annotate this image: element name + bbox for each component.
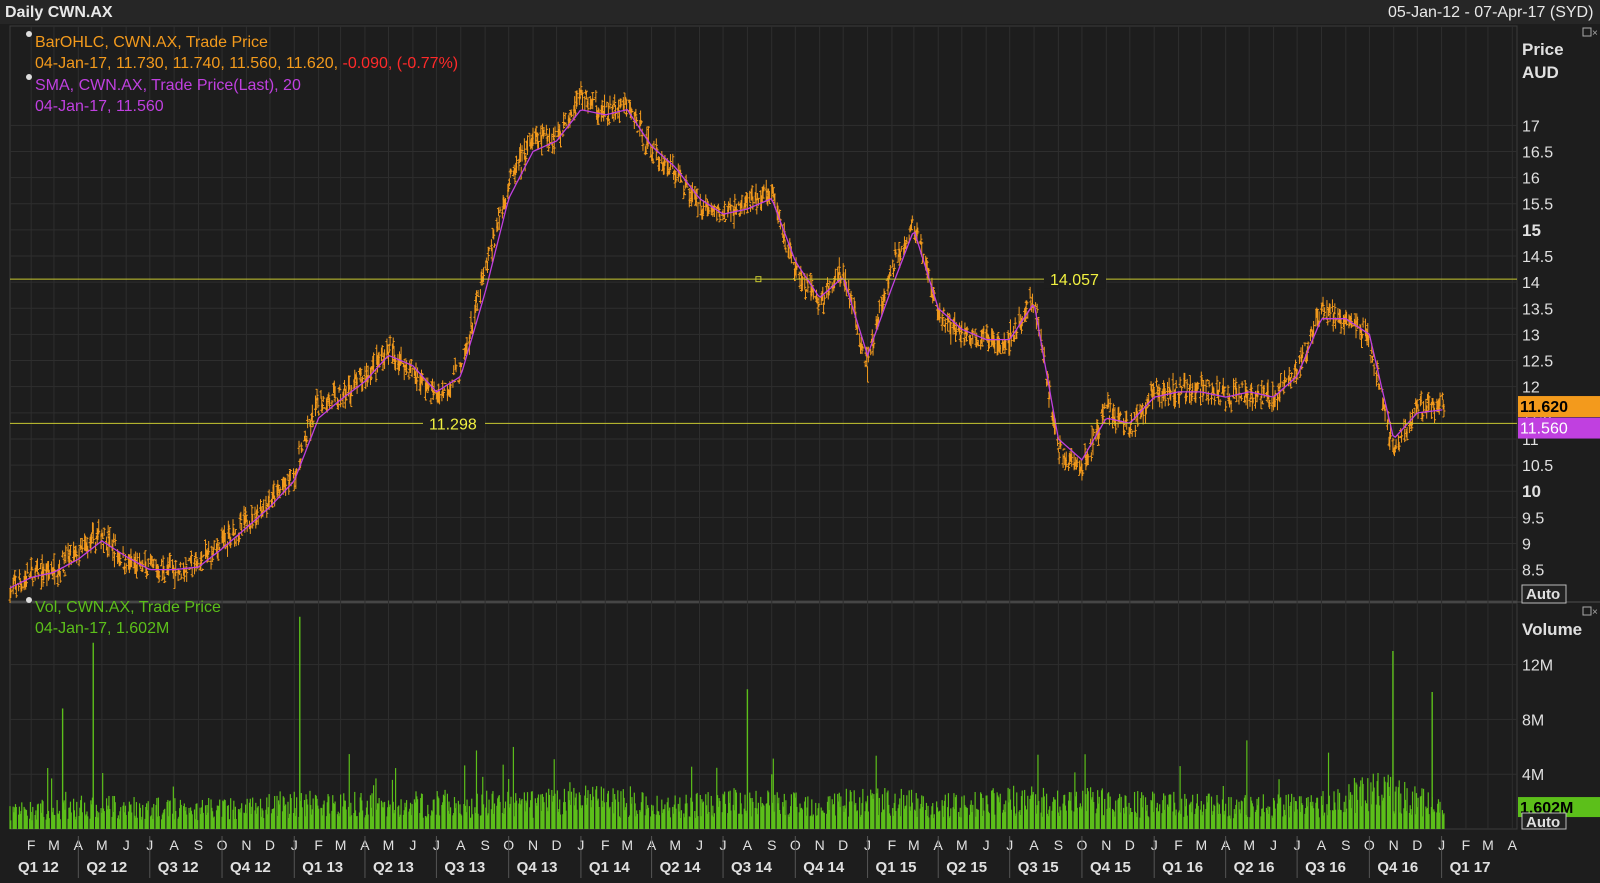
chart-title: Daily CWN.AX bbox=[5, 4, 113, 21]
date-range: 05-Jan-12 - 07-Apr-17 (SYD) bbox=[1388, 4, 1593, 21]
